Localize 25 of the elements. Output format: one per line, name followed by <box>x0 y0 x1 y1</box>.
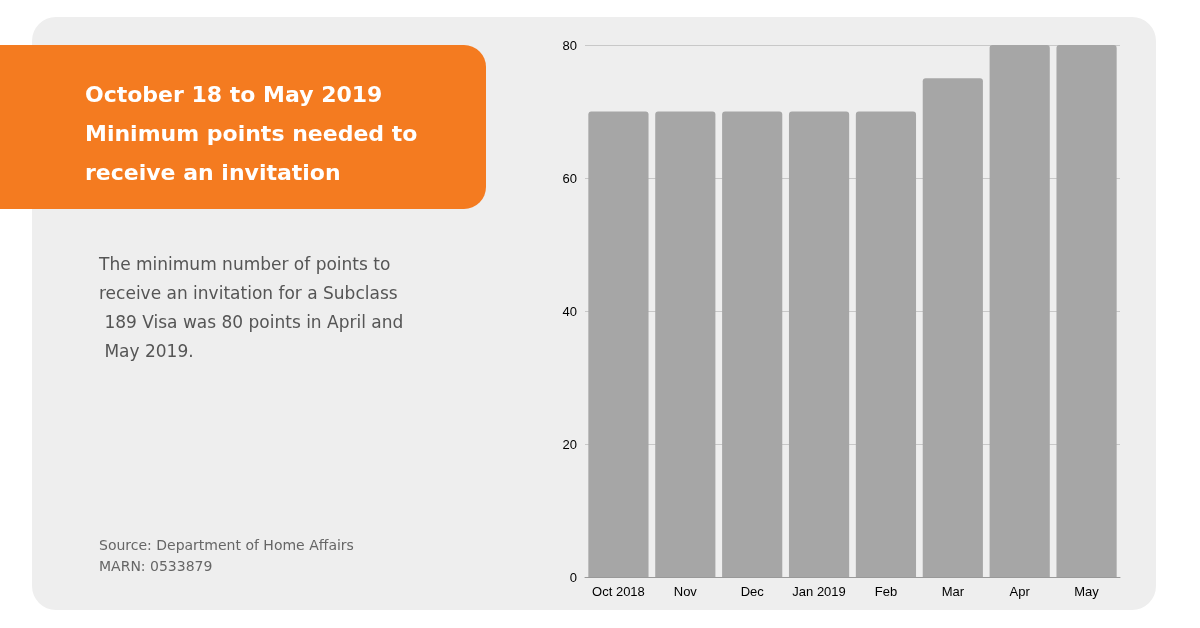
x-tick-label: Feb <box>874 584 898 599</box>
x-tick-label: Jan 2019 <box>792 584 846 599</box>
y-tick-label: 60 <box>562 170 577 186</box>
x-tick-label: Nov <box>673 584 698 599</box>
bar <box>588 111 649 577</box>
bar <box>989 45 1050 577</box>
x-tick-label: Oct 2018 <box>592 584 645 599</box>
bar <box>788 111 850 577</box>
bar <box>722 111 783 577</box>
text: October 18 to May 2019 Minimum points needed to receive an invitation <box>85 82 426 185</box>
text: The minimum number of points to receive an invitation for a Subclass 189 Visa was 80 points in April and May 2019. <box>98 253 404 361</box>
x-tick-label: Dec <box>740 584 765 599</box>
bar <box>855 111 917 577</box>
y-tick-label: 0 <box>569 569 577 585</box>
bar <box>922 78 983 577</box>
x-tick-label: Mar <box>941 584 965 599</box>
y-tick-label: 20 <box>562 436 577 452</box>
bar <box>655 111 716 577</box>
y-tick-label: 40 <box>562 303 577 319</box>
bar <box>1056 45 1117 577</box>
y-tick-label: 80 <box>562 37 577 53</box>
source-note: Source: Department of Home Affairs <box>99 537 354 553</box>
text: MARN: 0533879 <box>99 558 213 574</box>
x-tick-label: May <box>1074 584 1100 599</box>
x-tick-label: Apr <box>1009 584 1031 599</box>
